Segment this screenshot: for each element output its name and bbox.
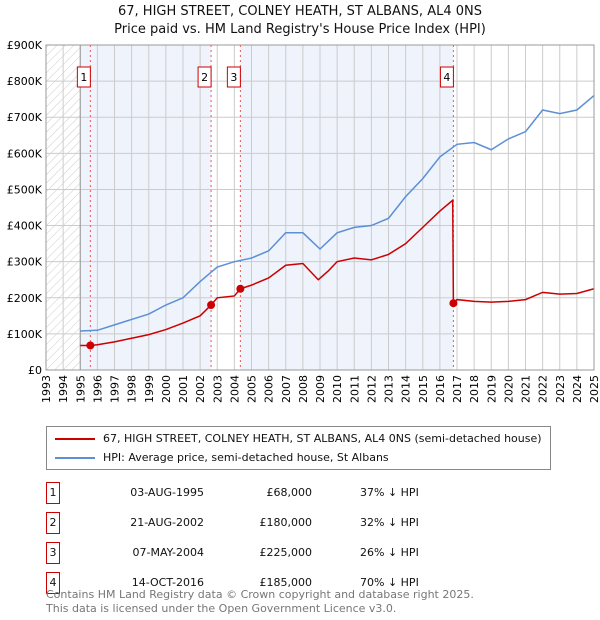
x-tick-label: 2019: [485, 375, 498, 403]
x-tick-label: 2021: [520, 375, 533, 403]
x-tick-label: 2025: [588, 375, 600, 403]
sale-point: [86, 341, 95, 350]
sale-hpi-diff: 70% ↓ HPI: [360, 576, 419, 589]
legend: 67, HIGH STREET, COLNEY HEATH, ST ALBANS…: [46, 426, 551, 470]
x-tick-label: 2003: [211, 375, 224, 403]
plot-frame: [45, 44, 595, 371]
shade-band: [80, 45, 212, 370]
sale-marker: 1: [46, 482, 60, 504]
sale-point: [236, 284, 245, 293]
sale-price: £185,000: [259, 576, 313, 589]
x-tick-label: 2006: [263, 375, 276, 403]
x-tick-label: 2017: [451, 375, 464, 403]
x-tick-label: 2009: [314, 375, 327, 403]
shade-band: [240, 45, 454, 370]
y-tick-label: £900K: [7, 39, 43, 52]
legend-swatch-hpi: [55, 456, 95, 459]
sale-row: 2 21-AUG-2002 £180,000 32% ↓ HPI: [46, 512, 446, 534]
y-tick-label: £800K: [7, 75, 43, 88]
sale-hpi-diff: 32% ↓ HPI: [360, 516, 419, 529]
x-tick-label: 1999: [143, 375, 156, 403]
y-tick-label: £200K: [7, 292, 43, 305]
x-tick-label: 2001: [177, 375, 190, 403]
y-tick-label: £400K: [7, 220, 43, 233]
y-tick-label: £700K: [7, 111, 43, 124]
x-tick-label: 2013: [383, 375, 396, 403]
chart-title: 67, HIGH STREET, COLNEY HEATH, ST ALBANS…: [118, 4, 482, 19]
legend-label: HPI: Average price, semi-detached house,…: [103, 451, 389, 464]
sale-date: 14-OCT-2016: [131, 576, 204, 589]
x-tick-label: 2018: [468, 375, 481, 403]
x-tick-label: 2015: [417, 375, 430, 403]
sale-label: 4: [443, 71, 450, 84]
x-tick-label: 2024: [571, 375, 584, 403]
property-price-line: [80, 198, 595, 347]
sale-label-box: [226, 66, 241, 88]
y-tick-label: £600K: [7, 147, 43, 160]
x-tick-label: 2023: [554, 375, 567, 403]
sale-date: 03-AUG-1995: [130, 486, 204, 499]
sale-point: [449, 299, 458, 308]
x-tick-label: 2008: [297, 375, 310, 403]
legend-item-property: 67, HIGH STREET, COLNEY HEATH, ST ALBANS…: [55, 429, 542, 448]
price-chart: 1993 1994 1995 1996 1997 1998 1999 2000 2001 2002…: [7, 39, 600, 403]
legend-swatch-property: [55, 437, 95, 440]
x-tick-label: 1997: [109, 375, 122, 403]
footer-line-1: Contains HM Land Registry data © Crown c…: [46, 588, 474, 601]
sale-hpi-diff: 37% ↓ HPI: [360, 486, 419, 499]
sale-price: £68,000: [266, 486, 313, 499]
hpi-line: [80, 94, 595, 332]
sale-hpi-diff: 26% ↓ HPI: [360, 546, 419, 559]
x-tick-label: 2010: [331, 375, 344, 403]
legend-label: 67, HIGH STREET, COLNEY HEATH, ST ALBANS…: [103, 432, 542, 445]
y-tick-label: £100K: [7, 328, 43, 341]
x-tick-label: 2005: [246, 375, 259, 403]
legend-item-hpi: HPI: Average price, semi-detached house,…: [55, 448, 542, 467]
sale-price: £225,000: [259, 546, 313, 559]
x-tick-label: 2000: [160, 375, 173, 403]
x-tick-label: 2002: [194, 375, 207, 403]
x-tick-label: 1996: [91, 375, 104, 403]
y-tick-label: £300K: [7, 256, 43, 269]
sale-label: 1: [80, 71, 87, 84]
sale-label-box: [439, 66, 454, 88]
chart-subtitle: Price paid vs. HM Land Registry's House …: [114, 22, 486, 37]
sale-label-box: [76, 66, 91, 88]
sale-label: 2: [201, 71, 208, 84]
sale-price: £180,000: [259, 516, 313, 529]
sale-row: 3 07-MAY-2004 £225,000 26% ↓ HPI: [46, 542, 446, 564]
sale-date: 07-MAY-2004: [132, 546, 204, 559]
x-tick-label: 1993: [40, 375, 53, 403]
sale-row: 1 03-AUG-1995 £68,000 37% ↓ HPI: [46, 482, 446, 504]
x-tick-label: 2012: [365, 375, 378, 403]
x-tick-label: 2014: [400, 375, 413, 403]
x-tick-label: 2004: [228, 375, 241, 403]
x-tick-label: 2020: [502, 375, 515, 403]
x-tick-label: 2011: [348, 375, 361, 403]
sale-marker: 3: [46, 542, 60, 564]
x-tick-label: 2016: [434, 375, 447, 403]
sale-marker: 2: [46, 512, 60, 534]
x-tick-label: 1998: [126, 375, 139, 403]
x-tick-label: 2022: [537, 375, 550, 403]
x-tick-label: 1995: [74, 375, 87, 403]
sale-row: 4 14-OCT-2016 £185,000 70% ↓ HPI: [46, 572, 446, 594]
sale-marker: 4: [46, 572, 60, 594]
sale-label-box: [197, 66, 212, 88]
sale-label: 3: [230, 71, 237, 84]
y-tick-label: £500K: [7, 183, 43, 196]
x-tick-label: 2007: [280, 375, 293, 403]
x-tick-label: 1994: [57, 375, 70, 403]
sale-point: [207, 301, 216, 309]
sale-date: 21-AUG-2002: [130, 516, 204, 529]
y-tick-label: £0: [28, 364, 42, 377]
footer-line-2: This data is licensed under the Open Gov…: [46, 602, 397, 615]
